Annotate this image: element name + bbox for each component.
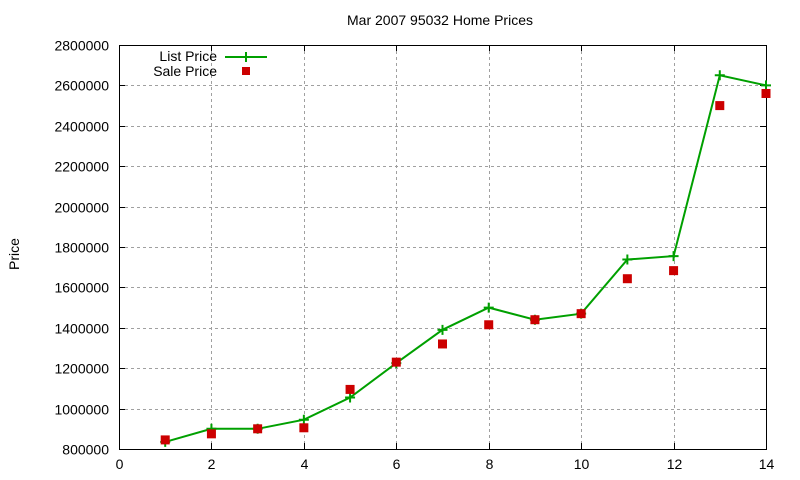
x-tick-label: 0 xyxy=(116,456,124,472)
y-tick-label: 2600000 xyxy=(54,78,109,94)
list-price-marker xyxy=(668,251,679,262)
sale-price-marker xyxy=(160,435,170,445)
x-tick-label: 4 xyxy=(301,456,309,472)
sale-price-marker xyxy=(669,266,679,276)
x-tick-label: 12 xyxy=(667,456,683,472)
list-price-marker xyxy=(437,324,448,335)
y-tick-label: 1600000 xyxy=(54,280,109,296)
list-price-line xyxy=(164,74,767,443)
y-tick-label: 2200000 xyxy=(54,159,109,175)
list-price-marker xyxy=(345,392,356,403)
legend-marker-list-price xyxy=(241,52,251,62)
x-tick-label: 6 xyxy=(393,456,401,472)
sale-price-marker xyxy=(299,423,309,433)
list-price-marker xyxy=(483,302,494,313)
y-tick-label: 2000000 xyxy=(54,200,109,216)
sale-price-marker xyxy=(391,357,401,367)
x-tick-label: 2 xyxy=(208,456,216,472)
y-tick-label: 800000 xyxy=(62,442,109,458)
x-tick-label: 10 xyxy=(574,456,590,472)
chart-title: Mar 2007 95032 Home Prices xyxy=(347,12,533,28)
sale-price-marker xyxy=(206,429,216,439)
list-price-marker xyxy=(622,254,633,265)
y-tick-label: 1200000 xyxy=(54,361,109,377)
plot-border xyxy=(119,45,767,450)
sale-price-marker xyxy=(484,320,494,330)
sale-price-marker xyxy=(345,384,355,394)
y-tick-label: 1800000 xyxy=(54,240,109,256)
list-price-marker xyxy=(298,414,309,425)
x-tick-label: 14 xyxy=(759,456,775,472)
sale-price-marker xyxy=(530,315,540,325)
list-price-marker xyxy=(761,80,771,91)
y-tick-label: 2800000 xyxy=(54,38,109,54)
sale-price-marker xyxy=(253,424,263,434)
legend-label-list-price: List Price xyxy=(159,48,217,64)
sale-price-marker xyxy=(715,101,725,111)
legend-marker-sale-price xyxy=(242,67,250,75)
y-tick-label: 1400000 xyxy=(54,321,109,337)
x-tick-label: 8 xyxy=(486,456,494,472)
sale-price-marker xyxy=(576,309,586,319)
sale-price-marker xyxy=(761,88,771,98)
y-tick-label: 1000000 xyxy=(54,402,109,418)
sale-price-marker xyxy=(438,339,447,349)
sale-price-marker xyxy=(622,274,632,284)
legend-label-sale-price: Sale Price xyxy=(153,63,217,79)
list-price-marker xyxy=(714,70,725,81)
y-tick-label: 2400000 xyxy=(54,119,109,135)
